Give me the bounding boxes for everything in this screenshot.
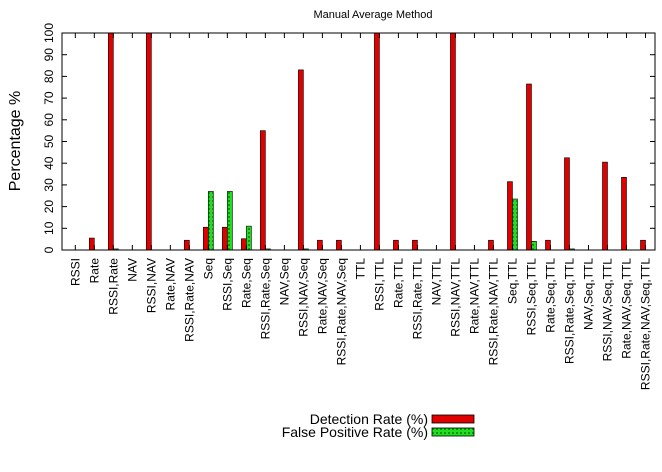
- bars-group: [89, 32, 646, 251]
- y-tick-label: 20: [42, 200, 56, 214]
- detection-rate-bar: [393, 239, 399, 251]
- x-tick-label: RSSI,NAV: [144, 258, 158, 313]
- x-tick-label: NAV,TTL: [429, 258, 443, 306]
- x-tick-label: TTL: [353, 258, 367, 280]
- x-tick-label: Rate,Seq,TTL: [543, 258, 557, 333]
- x-tick-label: Rate,TTL: [391, 258, 405, 308]
- y-tick-label: 100: [42, 23, 56, 43]
- detection-rate-bar: [260, 130, 266, 251]
- x-tick-label: Rate,Seq: [239, 258, 253, 308]
- false-positive-rate-bar: [208, 191, 214, 251]
- x-tick-label: NAV,Seq: [277, 258, 291, 305]
- x-tick-label: Rate,NAV,Seq,TTL: [619, 258, 633, 359]
- detection-rate-bar: [298, 69, 304, 251]
- detection-rate-bar: [412, 239, 418, 251]
- x-ticks-group: RSSI Rate RSSI,Rate NAV RSSI,NAV Rate,NAV RSSI…: [68, 33, 652, 390]
- detection-rate-bar: [507, 181, 513, 251]
- x-tick-label: RSSI,Rate,NAV: [182, 258, 196, 342]
- detection-rate-bar: [450, 32, 456, 251]
- detection-rate-bar: [184, 239, 190, 251]
- detection-rate-bar: [241, 238, 247, 251]
- x-tick-label: RSSI,Rate: [106, 258, 120, 315]
- legend-swatch: [431, 427, 475, 437]
- y-tick-label: 70: [42, 91, 56, 105]
- x-tick-label: RSSI,Rate,NAV,Seq,TTL: [638, 258, 652, 390]
- detection-rate-bar: [146, 32, 152, 251]
- x-tick-label: RSSI,NAV,Seq,TTL: [600, 258, 614, 362]
- y-tick-label: 80: [42, 69, 56, 83]
- y-tick-label: 10: [42, 221, 56, 235]
- detection-rate-bar: [108, 32, 114, 251]
- detection-rate-bar: [602, 161, 608, 251]
- detection-rate-bar: [89, 237, 95, 251]
- x-tick-label: Seq: [201, 258, 215, 279]
- legend: Detection Rate (%)False Positive Rate (%…: [282, 411, 475, 440]
- chart-title: Manual Average Method: [313, 9, 432, 21]
- y-tick-label: 90: [42, 48, 56, 62]
- x-tick-label: RSSI,NAV,TTL: [448, 258, 462, 337]
- y-tick-label: 60: [42, 113, 56, 127]
- x-tick-label: RSSI,Rate,Seq,TTL: [562, 258, 576, 364]
- x-tick-label: RSSI,Seq: [220, 258, 234, 311]
- detection-rate-bar: [374, 32, 380, 251]
- detection-rate-bar: [488, 239, 494, 251]
- detection-rate-bar: [336, 239, 342, 251]
- legend-label: False Positive Rate (%): [282, 424, 428, 440]
- detection-rate-bar: [317, 239, 323, 251]
- y-tick-label: 30: [42, 178, 56, 192]
- y-tick-label: 50: [42, 135, 56, 149]
- y-tick-label: 40: [42, 156, 56, 170]
- x-tick-label: RSSI,Rate,TTL: [410, 258, 424, 340]
- detection-rate-bar: [545, 239, 551, 251]
- detection-rate-bar: [526, 83, 532, 251]
- x-tick-label: RSSI: [68, 258, 82, 286]
- false-positive-rate-bar: [227, 191, 233, 251]
- x-tick-label: RSSI,TTL: [372, 258, 386, 311]
- detection-rate-bar: [640, 239, 646, 251]
- x-tick-label: Rate,NAV,Seq: [315, 258, 329, 334]
- detection-rate-bar: [621, 177, 627, 251]
- x-tick-label: RSSI,Seq,TTL: [524, 258, 538, 336]
- legend-label: Detection Rate (%): [310, 411, 428, 427]
- x-tick-label: Rate,NAV: [163, 258, 177, 310]
- legend-swatch: [431, 414, 475, 424]
- false-positive-rate-bar: [531, 241, 537, 251]
- x-tick-label: NAV: [125, 258, 139, 282]
- x-tick-label: RSSI,Rate,NAV,Seq: [334, 258, 348, 365]
- detection-rate-bar: [222, 226, 228, 251]
- x-tick-label: Rate: [87, 258, 101, 284]
- x-tick-label: RSSI,Rate,Seq: [258, 258, 272, 339]
- false-positive-rate-bar: [512, 198, 518, 251]
- x-tick-label: NAV,Seq,TTL: [581, 258, 595, 330]
- x-tick-label: RSSI,Rate,NAV,TTL: [486, 258, 500, 366]
- x-tick-label: RSSI,NAV,Seq: [296, 258, 310, 337]
- false-positive-rate-bar: [246, 225, 252, 251]
- y-axis-title: Percentage %: [7, 91, 24, 192]
- x-tick-label: Seq,TTL: [505, 258, 519, 304]
- y-ticks-group: 0 10 20 30 40 50 60 70 80 90 100: [42, 23, 655, 253]
- y-tick-label: 0: [42, 246, 56, 253]
- x-tick-label: Rate,NAV,TTL: [467, 258, 481, 334]
- detection-rate-bar: [564, 157, 570, 251]
- detection-rate-bar: [203, 226, 209, 251]
